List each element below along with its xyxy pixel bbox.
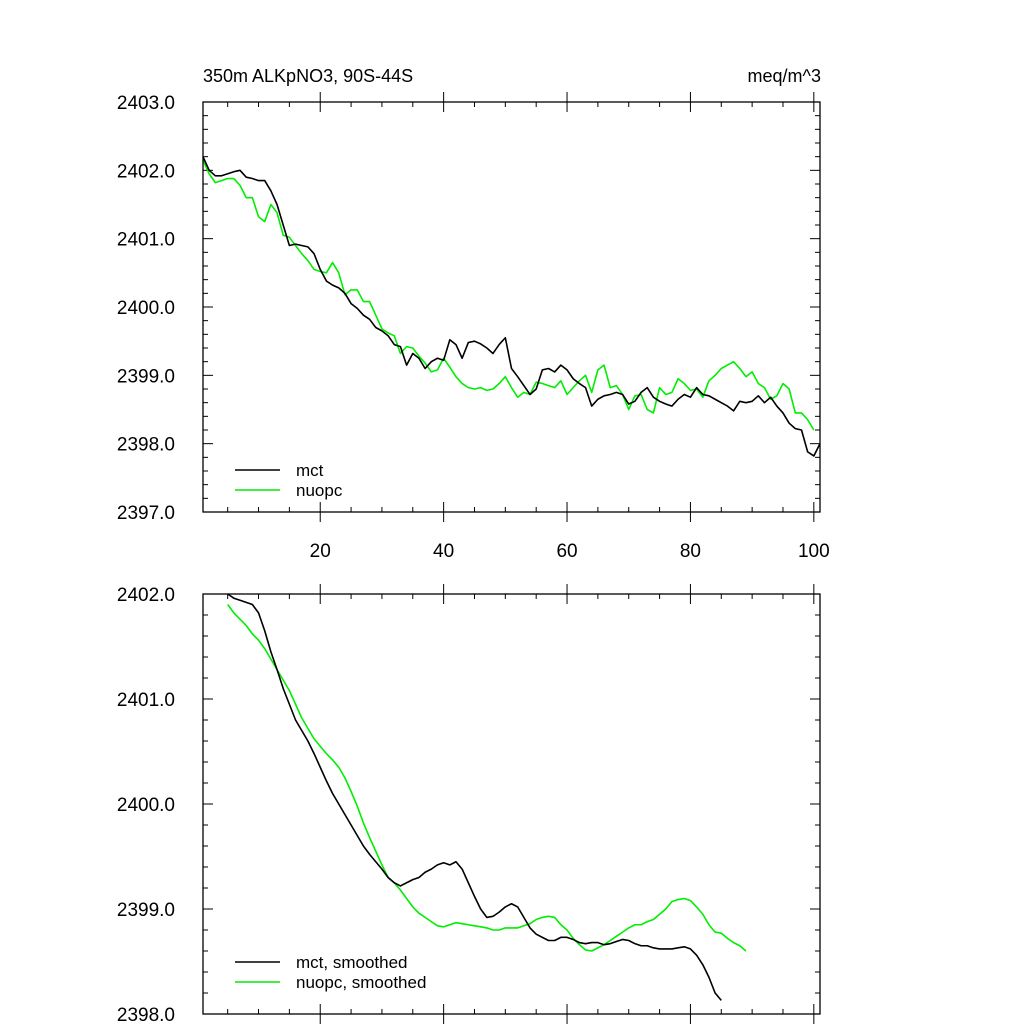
bottom-panel: 2398.0 2399.0 2400.0 2401.0 2402.0 mct, smoo… [117,584,821,1024]
top-xtick-label: 60 [556,541,577,562]
legend-label-mct: mct [296,461,324,480]
bottom-ytick-label: 2400.0 [117,795,175,816]
top-panel-frame [202,101,821,513]
bottom-ytick-label: 2402.0 [117,585,175,606]
top-ytick-label: 2403.0 [117,93,175,114]
top-xtick-label: 80 [680,541,701,562]
bottom-panel-legend: mct, smoothed nuopc, smoothed [235,953,426,992]
bottom-ytick-label: 2398.0 [117,1005,175,1024]
bottom-panel-series [227,593,747,1001]
top-xtick-label: 100 [798,541,830,562]
legend-label-mct-smoothed: mct, smoothed [296,953,408,972]
top-panel-series [202,156,821,457]
top-panel-ticks: 2397.0 2398.0 2399.0 2400.0 2401.0 2402.0 2403… [117,92,830,562]
top-ytick-label: 2400.0 [117,298,175,319]
top-ytick-label: 2398.0 [117,435,175,456]
bottom-ytick-label: 2401.0 [117,690,175,711]
top-ytick-label: 2397.0 [117,503,175,524]
bottom-panel-ticks: 2398.0 2399.0 2400.0 2401.0 2402.0 [117,584,820,1024]
legend-label-nuopc-smoothed: nuopc, smoothed [296,973,426,992]
top-panel-legend: mct nuopc [235,461,343,500]
legend-label-nuopc: nuopc [296,481,343,500]
top-panel: 350m ALKpNO3, 90S-44S meq/m^3 2397.0 2398… [117,66,830,562]
bottom-panel-frame [202,593,821,1015]
top-series-mct [202,156,821,457]
top-ytick-label: 2402.0 [117,161,175,182]
top-xtick-label: 40 [433,541,454,562]
top-panel-units: meq/m^3 [748,66,821,86]
top-panel-title: 350m ALKpNO3, 90S-44S [203,66,413,86]
bottom-ytick-label: 2399.0 [117,900,175,921]
top-xtick-label: 20 [310,541,331,562]
bottom-series-nuopc-smoothed [227,604,747,952]
top-series-nuopc [202,159,815,431]
bottom-series-mct-smoothed [227,593,722,1001]
top-ytick-label: 2399.0 [117,366,175,387]
top-ytick-label: 2401.0 [117,230,175,251]
